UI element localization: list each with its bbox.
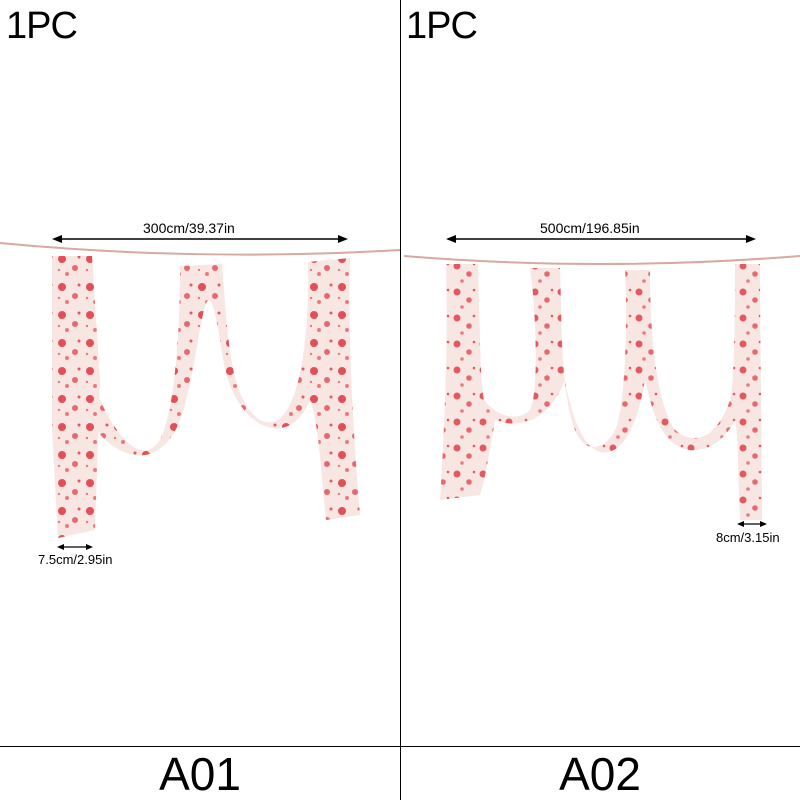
length-measurement-label: 300cm/39.37in	[143, 220, 235, 236]
quantity-label: 1PC	[6, 5, 78, 47]
bloody-cloth-garland-image	[0, 235, 400, 550]
variant-code-label: A02	[559, 748, 641, 800]
product-panel-a02: 1PC 500cm/196.85in 8cm/3.15in A02	[400, 0, 800, 800]
bloody-cloth-garland-image	[403, 235, 800, 527]
horizontal-divider	[0, 746, 800, 747]
vertical-divider	[400, 0, 401, 800]
quantity-label: 1PC	[406, 5, 478, 47]
variant-code-label: A01	[159, 748, 241, 800]
length-measurement-label: 500cm/196.85in	[540, 220, 640, 236]
width-measurement-label: 8cm/3.15in	[716, 530, 780, 545]
product-panel-a01: 1PC 300cm/39.37in 7.5cm/2.95in A01	[0, 5, 400, 800]
width-measurement-label: 7.5cm/2.95in	[38, 552, 113, 567]
